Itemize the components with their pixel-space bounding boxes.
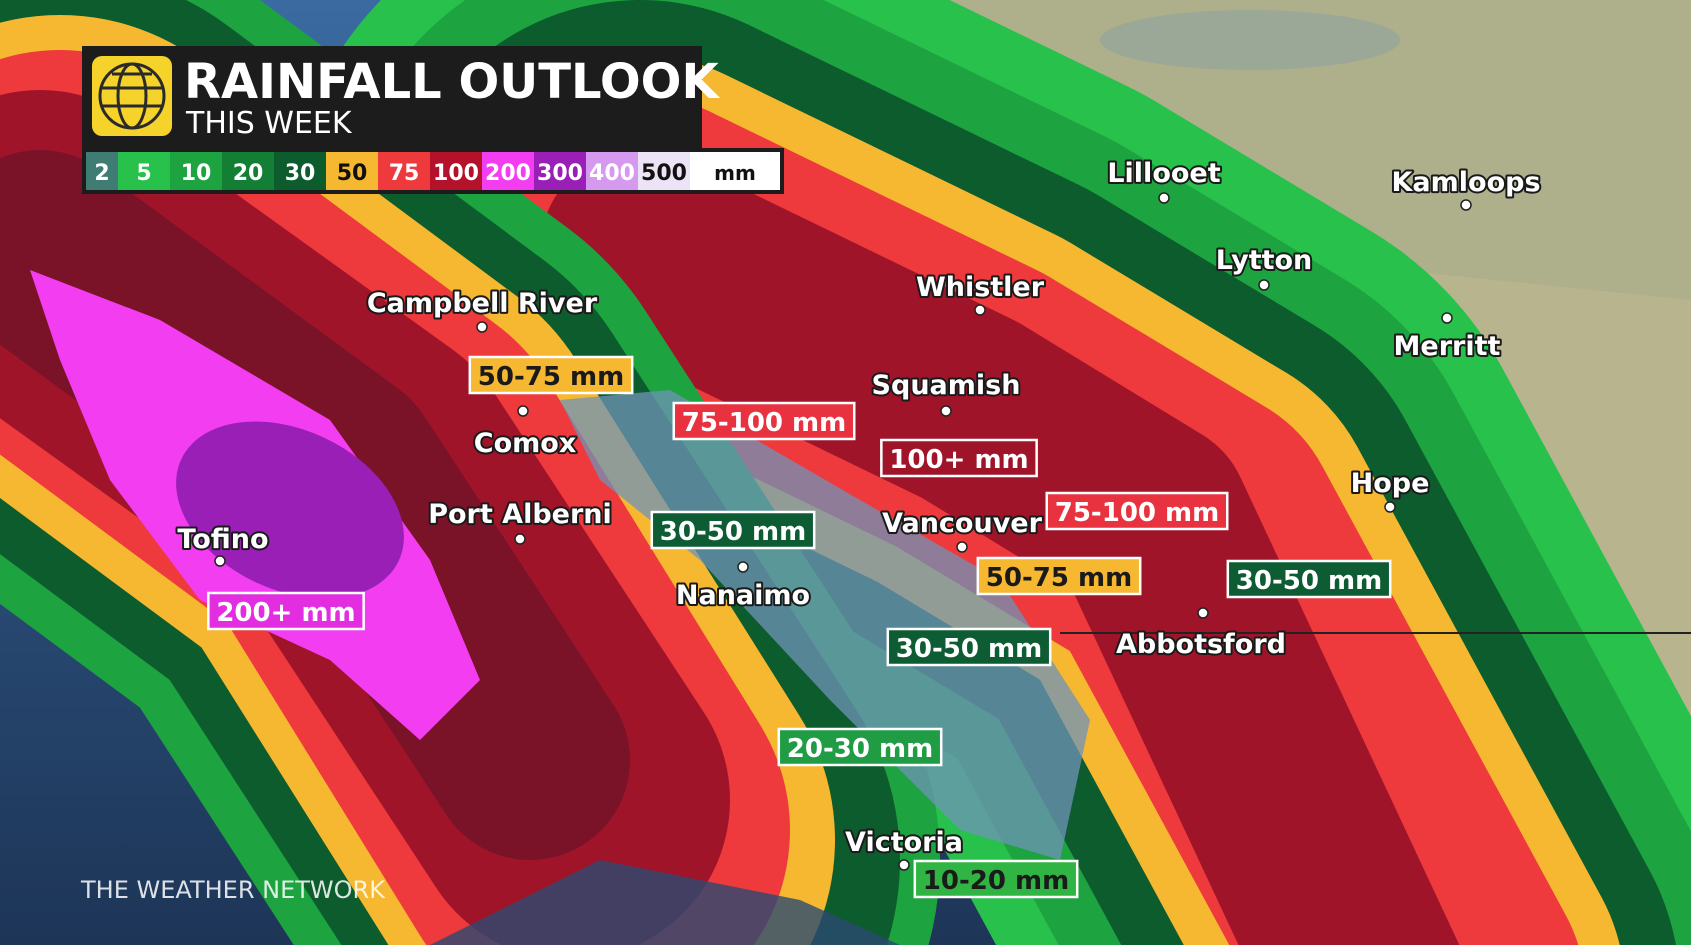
city-label: Merritt [1394,331,1501,362]
rainfall-box [1045,491,1229,531]
city-dot [898,859,910,871]
rainfall-box [880,438,1038,478]
rainfall-box [886,627,1052,667]
city-label: Kamloops [1391,167,1540,198]
rainfall-label: 20-30 mm [787,734,933,764]
city-label: Nanaimo [676,580,810,611]
legend-label: 500 [641,161,687,186]
juan-de-fuca [430,860,900,945]
city-dot [1384,501,1396,513]
city-label: Lytton [1216,245,1313,276]
title: RAINFALL OUTLOOK [184,54,720,110]
legend-label: 200 [485,161,531,186]
extreme-rain-area [176,421,404,599]
city-dot [1197,607,1209,619]
rainfall-box [976,556,1142,596]
legend-swatch [534,152,586,190]
legend-swatch [378,152,430,190]
legend-swatch [430,152,482,190]
legend-label: 5 [136,161,151,186]
city-label: Vancouver [882,508,1043,539]
strait-of-georgia [560,390,1090,860]
city-dot [514,533,526,545]
mainland-rain-band [280,0,1691,945]
rainfall-box [1226,559,1392,599]
legend-label: 10 [181,161,212,186]
legend-swatch [86,152,118,190]
city-label: Whistler [916,272,1045,303]
rainfall-labels: 50-75 mm 75-100 mm 100+ mm 30-50 mm 75-100 m… [207,355,1392,899]
city-dot [1258,279,1270,291]
rainfall-box [777,727,943,767]
rainfall-label: 200+ mm [216,598,355,628]
subtitle: THIS WEEK [185,106,353,141]
rainfall-box [207,591,365,631]
rainfall-label: 75-100 mm [682,408,846,438]
city-label: Hope [1351,468,1430,499]
legend-label: 300 [537,161,583,186]
legend-label: 50 [337,161,368,186]
rainfall-label: 30-50 mm [896,634,1042,664]
rainfall-label: 50-75 mm [986,563,1132,593]
legend-label: 400 [589,161,635,186]
rainfall-label: 30-50 mm [1236,566,1382,596]
legend-swatch [170,152,222,190]
city-label: Port Alberni [428,499,612,530]
legend-label: 100 [433,161,479,186]
city-dot [517,405,529,417]
rainfall-label: 75-100 mm [1055,498,1219,528]
legend-label: 30 [285,161,316,186]
city-label: Abbotsford [1116,629,1286,660]
legend-label: 75 [389,161,420,186]
city-label: Victoria [845,827,963,858]
footer: THE WEATHER NETWORK [80,876,386,904]
city-label: Lillooet [1107,158,1220,189]
rainfall-box [468,355,634,395]
legend-unit-box [690,152,780,190]
legend: 2 5 10 20 30 50 75 100 200 300 400 500 mm [82,148,784,194]
city-dot [214,555,226,567]
city-label: Comox [474,428,576,459]
legend-label: 20 [233,161,264,186]
city-dot [476,321,488,333]
legend-swatch [326,152,378,190]
legend-swatch [586,152,638,190]
band [540,150,1460,945]
rainfall-box [672,401,856,441]
lake [1100,10,1400,70]
legend-unit: mm [714,161,756,185]
legend-swatch [222,152,274,190]
city-dot [956,541,968,553]
cities: Lillooet Kamloops Lytton Whistler Merritt Cam… [175,156,1543,871]
legend-swatch [638,152,690,190]
city-dot [974,304,986,316]
legend-swatch [274,152,326,190]
rainfall-box [913,859,1079,899]
city-dot [1158,192,1170,204]
legend-swatch [482,152,534,190]
rainfall-box [650,510,816,550]
city-label: Tofino [177,524,268,555]
title-box [82,46,702,148]
city-dot [940,405,952,417]
legend-label: 2 [94,161,109,186]
rainfall-label: 10-20 mm [923,866,1069,896]
city-label: Campbell River [367,288,598,319]
rainfall-label: 30-50 mm [660,517,806,547]
logo [92,56,172,136]
city-dot [1460,199,1472,211]
city-label: Squamish [872,370,1021,401]
city-dot [737,561,749,573]
rainfall-label: 50-75 mm [478,362,624,392]
city-dot [1441,312,1453,324]
logo-globe [98,62,166,130]
legend-swatch [118,152,170,190]
rainfall-label: 100+ mm [889,445,1028,475]
